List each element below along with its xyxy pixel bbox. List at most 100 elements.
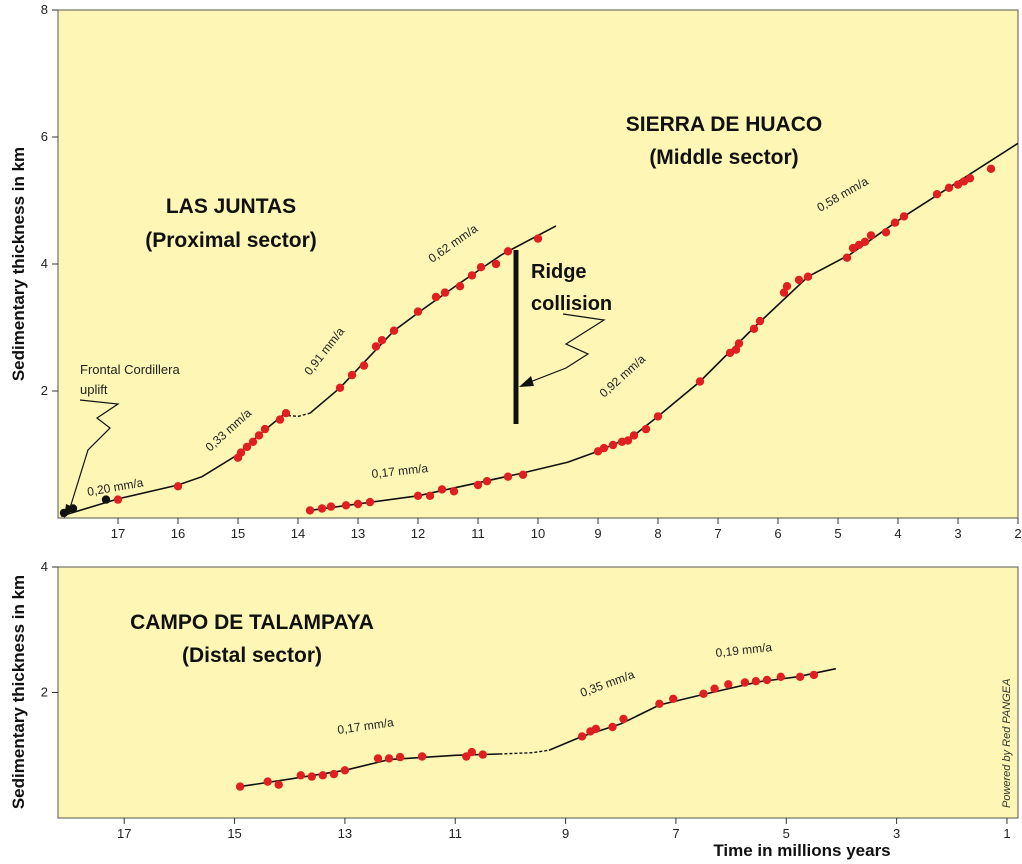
- top-series-0-point-7: [260, 424, 270, 434]
- powered-by-credit: Powered by Red PANGEA: [1001, 679, 1013, 808]
- bottom-series-0-point-26: [751, 677, 761, 686]
- top-series-1-point-8: [437, 485, 447, 494]
- bottom-y-tick-label-4: 4: [41, 559, 48, 574]
- top-x-tick-label-5: 5: [834, 526, 841, 541]
- top-series-1-point-39: [899, 212, 909, 221]
- top-series-0-point-17: [431, 292, 441, 302]
- top-series-1-point-26: [749, 324, 759, 333]
- bottom-x-tick-label-11: 11: [448, 826, 462, 841]
- bottom-series-0-point-22: [699, 689, 708, 698]
- ridge-collision-arrow-line: [529, 313, 606, 383]
- top-x-tick-label-15: 15: [231, 526, 245, 541]
- top-series-1-point-28: [779, 288, 789, 297]
- top-y-tick-label-4: 4: [41, 256, 48, 271]
- top-x-tick-label-7: 7: [714, 526, 721, 541]
- top-series-0-point-1: [173, 482, 183, 491]
- bottom-series-0-point-30: [809, 670, 819, 680]
- top-series-0-point-18: [440, 288, 450, 297]
- top-series-1-point-13: [518, 470, 528, 479]
- top-series-0-point-24: [533, 234, 543, 243]
- top-series-1-point-16: [608, 440, 618, 450]
- bottom-x-tick-label-3: 3: [893, 826, 900, 841]
- bottom-series-0-point-4: [307, 772, 316, 781]
- top-x-tick-label-17: 17: [111, 526, 125, 541]
- top-axis-ticks: 17 16 15 14 13 12 11 10 9 8 7 6 5 4 3 2 2 4 6 8: [41, 2, 1022, 541]
- top-series-0-point-3: [236, 448, 246, 457]
- top-x-tick-label-12: 12: [411, 526, 425, 541]
- top-series-1-point-5: [365, 497, 375, 507]
- frontal-cordillera-arrow-line: [69, 399, 120, 509]
- top-series-1-point-30: [794, 275, 804, 285]
- frontal-cordillera-arrowhead: [64, 504, 75, 518]
- top-y-axis-label: Sedimentary thickness in km: [9, 147, 28, 381]
- top-series-1-point-40: [932, 190, 942, 199]
- top-series-1-point-9: [449, 487, 459, 496]
- top-series-0-point-21: [476, 263, 486, 272]
- top-series-1-point-27: [755, 316, 765, 326]
- uplift-label: uplift: [80, 382, 108, 397]
- las-juntas-subtitle: (Proximal sector): [145, 229, 317, 252]
- top-series-1-point-44: [965, 174, 975, 183]
- bottom-x-axis-label: Time in millions years: [713, 841, 890, 860]
- ridge-label: Ridge: [531, 261, 587, 283]
- top-series-0-point-22: [491, 259, 501, 269]
- las-juntas-title: LAS JUNTAS: [166, 195, 296, 218]
- top-series-1-point-3: [341, 501, 351, 510]
- bottom-series-0-point-0: [235, 782, 245, 791]
- top-series-0-point-4: [242, 442, 252, 452]
- bottom-series-0-point-2: [274, 780, 283, 789]
- bottom-data-points: [235, 670, 819, 791]
- las-juntas-trend-line-upper: [309, 225, 557, 414]
- top-series-0-point-15: [389, 326, 399, 335]
- top-series-1-point-24: [731, 345, 741, 354]
- campo-de-talampaya-title: CAMPO DE TALAMPAYA: [130, 611, 374, 634]
- bottom-x-tick-label-17: 17: [117, 826, 131, 841]
- top-series-1-point-20: [641, 424, 651, 434]
- campo-de-talampaya-subtitle: (Distal sector): [182, 644, 322, 667]
- bottom-series-0-point-3: [296, 771, 305, 780]
- top-series-1-point-7: [425, 491, 435, 500]
- top-x-tick-label-10: 10: [531, 526, 545, 541]
- top-series-0-point-14: [377, 336, 387, 345]
- sierra-de-huaco-title: SIERRA DE HUACO: [626, 113, 822, 136]
- top-x-tick-label-8: 8: [654, 526, 661, 541]
- top-series-1-point-4: [353, 499, 363, 509]
- bottom-series-0-point-14: [478, 750, 487, 759]
- top-x-tick-label-13: 13: [351, 526, 365, 541]
- top-series-0-point-8: [275, 415, 285, 424]
- top-series-0-point-13: [371, 342, 381, 351]
- top-x-tick-label-9: 9: [594, 526, 601, 541]
- bottom-plot-area: [57, 566, 1019, 819]
- bottom-series-0-point-21: [669, 694, 678, 703]
- top-x-tick-label-6: 6: [774, 526, 781, 541]
- bottom-x-tick-label-7: 7: [672, 826, 679, 841]
- top-series-0-point-11: [347, 370, 357, 380]
- bottom-series-0-point-15: [577, 732, 587, 741]
- bottom-series-0-point-8: [373, 754, 383, 763]
- top-series-1-point-10: [473, 480, 483, 490]
- bottom-x-tick-label-13: 13: [338, 826, 352, 841]
- top-series-1-point-0: [305, 506, 315, 515]
- bottom-series-0-point-27: [762, 675, 772, 685]
- top-series-1-point-36: [866, 231, 876, 240]
- top-series-1-point-38: [890, 218, 900, 227]
- rate-label-0-19: 0,19 mm/a: [715, 640, 773, 660]
- top-x-tick-label-16: 16: [171, 526, 185, 541]
- top-series-1-point-18: [623, 436, 633, 445]
- bottom-series-0-point-23: [710, 684, 719, 693]
- bottom-series-0-point-17: [591, 724, 601, 734]
- top-x-tick-label-3: 3: [954, 526, 961, 541]
- top-series-1-point-12: [503, 472, 513, 481]
- top-series-1-point-31: [803, 272, 813, 281]
- top-series-0-point-0: [113, 495, 123, 504]
- bottom-series-0-point-6: [329, 769, 339, 779]
- top-series-0-point-5: [248, 437, 258, 446]
- top-series-1-point-25: [734, 339, 744, 348]
- bottom-chart-panel: 17 15 13 11 9 7 5 3 1 2 4 Sedimentary thickness in…: [9, 559, 1019, 860]
- bottom-series-0-point-10: [395, 752, 405, 762]
- top-series-1-point-15: [599, 443, 609, 453]
- top-series-0-point-20: [467, 271, 477, 280]
- top-series-0-point-6: [254, 431, 264, 440]
- talampaya-trend-gap: [499, 749, 550, 755]
